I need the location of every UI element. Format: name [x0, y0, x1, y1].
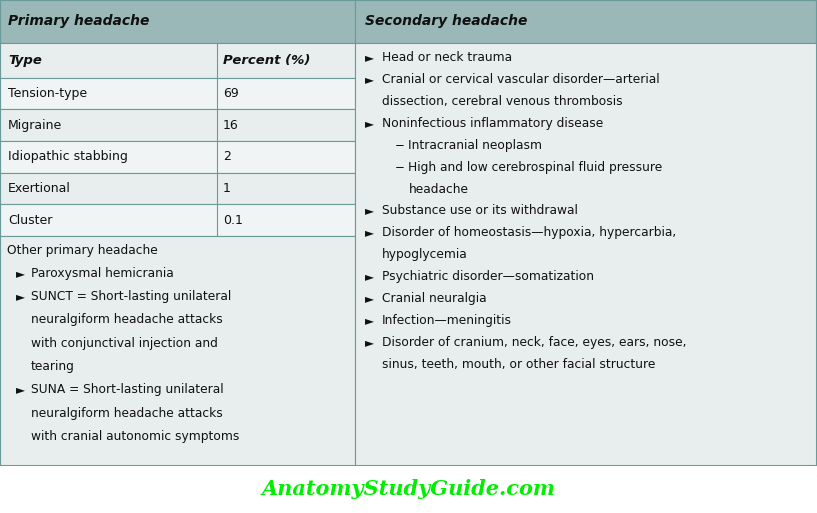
Text: 2: 2: [223, 150, 231, 164]
Text: neuralgiform headache attacks: neuralgiform headache attacks: [31, 313, 223, 326]
Text: Percent (%): Percent (%): [223, 54, 310, 67]
Text: ►: ►: [365, 205, 374, 218]
Text: ►: ►: [365, 270, 374, 283]
Text: Psychiatric disorder—somatization: Psychiatric disorder—somatization: [382, 270, 593, 283]
Text: dissection, cerebral venous thrombosis: dissection, cerebral venous thrombosis: [382, 95, 623, 108]
Text: 0.1: 0.1: [223, 214, 243, 227]
Text: Idiopathic stabbing: Idiopathic stabbing: [8, 150, 128, 164]
Text: 1: 1: [223, 182, 231, 195]
Text: neuralgiform headache attacks: neuralgiform headache attacks: [31, 407, 223, 420]
Bar: [0, 205, 355, 236]
Text: SUNCT = Short-lasting unilateral: SUNCT = Short-lasting unilateral: [31, 290, 231, 303]
Text: Exertional: Exertional: [8, 182, 71, 195]
Text: ►: ►: [365, 226, 374, 240]
Text: ►: ►: [365, 314, 374, 327]
Bar: [355, 0, 817, 43]
Text: Cluster: Cluster: [8, 214, 52, 227]
Text: AnatomyStudyGuide.com: AnatomyStudyGuide.com: [261, 480, 556, 499]
Text: ►: ►: [16, 383, 25, 397]
Text: sinus, teeth, mouth, or other facial structure: sinus, teeth, mouth, or other facial str…: [382, 358, 655, 371]
Text: −: −: [395, 139, 404, 152]
Text: ►: ►: [365, 336, 374, 349]
Text: ►: ►: [365, 292, 374, 305]
Bar: [355, 43, 817, 466]
Text: Cranial or cervical vascular disorder—arterial: Cranial or cervical vascular disorder—ar…: [382, 73, 659, 86]
Text: Noninfectious inflammatory disease: Noninfectious inflammatory disease: [382, 117, 603, 130]
Text: headache: headache: [408, 183, 468, 195]
Text: Disorder of homeostasis—hypoxia, hypercarbia,: Disorder of homeostasis—hypoxia, hyperca…: [382, 226, 676, 240]
Text: ►: ►: [365, 51, 374, 64]
Text: Other primary headache: Other primary headache: [7, 244, 158, 256]
Text: Paroxysmal hemicrania: Paroxysmal hemicrania: [31, 267, 174, 280]
Text: Head or neck trauma: Head or neck trauma: [382, 51, 511, 64]
Text: Substance use or its withdrawal: Substance use or its withdrawal: [382, 205, 578, 218]
Text: ►: ►: [16, 267, 25, 280]
Text: 16: 16: [223, 119, 239, 132]
Text: Type: Type: [8, 54, 42, 67]
Text: Intracranial neoplasm: Intracranial neoplasm: [408, 139, 542, 152]
Text: Primary headache: Primary headache: [8, 14, 150, 28]
Bar: [0, 109, 355, 141]
Text: Infection—meningitis: Infection—meningitis: [382, 314, 511, 327]
Text: High and low cerebrospinal fluid pressure: High and low cerebrospinal fluid pressur…: [408, 161, 663, 174]
Text: tearing: tearing: [31, 360, 75, 373]
Text: Disorder of cranium, neck, face, eyes, ears, nose,: Disorder of cranium, neck, face, eyes, e…: [382, 336, 686, 349]
Bar: [0, 78, 355, 109]
Text: with conjunctival injection and: with conjunctival injection and: [31, 337, 218, 350]
Bar: [0, 0, 355, 43]
Bar: [0, 141, 355, 173]
Text: Cranial neuralgia: Cranial neuralgia: [382, 292, 486, 305]
Text: ►: ►: [365, 73, 374, 86]
Text: −: −: [395, 161, 404, 174]
Bar: [0, 236, 355, 466]
Text: ►: ►: [16, 290, 25, 303]
Text: hypoglycemia: hypoglycemia: [382, 248, 467, 261]
Bar: [0, 43, 355, 78]
Text: with cranial autonomic symptoms: with cranial autonomic symptoms: [31, 430, 239, 443]
Text: Tension-type: Tension-type: [8, 87, 87, 100]
Text: SUNA = Short-lasting unilateral: SUNA = Short-lasting unilateral: [31, 383, 224, 397]
Text: Secondary headache: Secondary headache: [365, 14, 528, 28]
Text: Migraine: Migraine: [8, 119, 62, 132]
Text: ►: ►: [365, 117, 374, 130]
Text: 69: 69: [223, 87, 239, 100]
Bar: [0, 173, 355, 205]
